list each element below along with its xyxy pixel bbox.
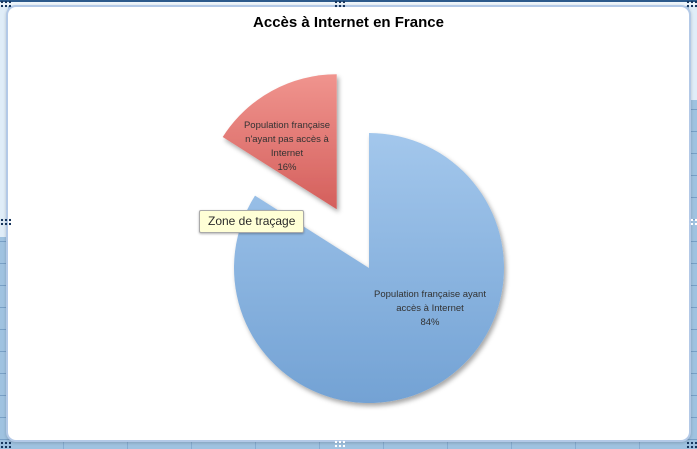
- selection-handle-right-center[interactable]: [686, 218, 697, 226]
- selection-handle-top-right[interactable]: [686, 0, 697, 8]
- pie-slice-1[interactable]: [222, 74, 337, 210]
- spreadsheet-edge-left: [0, 0, 8, 237]
- selection-range-line: [0, 0, 697, 2]
- selection-handle-left-center[interactable]: [0, 218, 11, 226]
- selection-handle-bottom-center[interactable]: [334, 440, 345, 448]
- spreadsheet-edge-right: [689, 0, 697, 100]
- plot-area-tooltip: Zone de traçage: [199, 210, 305, 233]
- selection-handle-top-left[interactable]: [0, 0, 11, 8]
- chart-title: Accès à Internet en France: [253, 14, 444, 31]
- selection-handle-top-center[interactable]: [334, 0, 345, 8]
- pie-slice-0[interactable]: [234, 133, 504, 403]
- selection-handle-bottom-right[interactable]: [686, 441, 697, 449]
- selection-handle-bottom-left[interactable]: [0, 441, 11, 449]
- spreadsheet-edge-top: [0, 0, 697, 6]
